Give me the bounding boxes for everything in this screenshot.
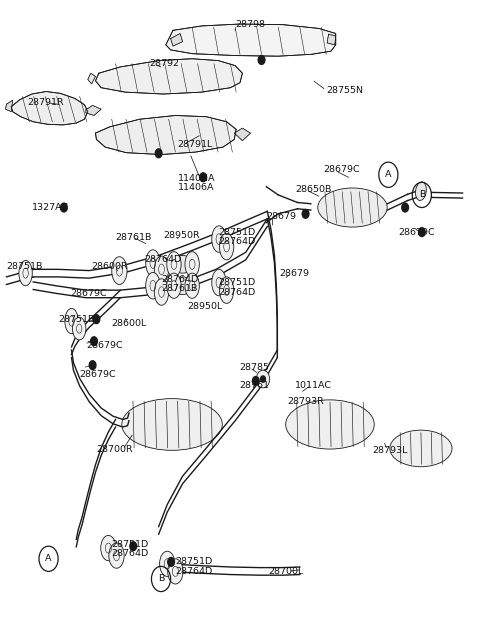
- Ellipse shape: [171, 277, 193, 295]
- Text: 28792: 28792: [149, 59, 179, 68]
- Text: 28764D: 28764D: [144, 255, 181, 264]
- Polygon shape: [234, 128, 251, 141]
- Text: 28679C: 28679C: [70, 289, 107, 298]
- Text: 1011AC: 1011AC: [295, 381, 332, 390]
- Text: 28793R: 28793R: [287, 397, 324, 406]
- Text: 28764D: 28764D: [112, 549, 149, 558]
- Text: B: B: [158, 574, 164, 583]
- Text: 28950L: 28950L: [187, 302, 223, 311]
- Text: 28751D: 28751D: [175, 557, 213, 566]
- Ellipse shape: [101, 535, 116, 561]
- Ellipse shape: [390, 430, 452, 466]
- Polygon shape: [88, 73, 96, 84]
- Circle shape: [93, 315, 100, 324]
- Text: 28791R: 28791R: [27, 99, 64, 107]
- Text: 1140NA: 1140NA: [178, 174, 216, 183]
- Text: 28751B: 28751B: [6, 262, 43, 271]
- Circle shape: [419, 228, 425, 236]
- Ellipse shape: [286, 400, 374, 449]
- Polygon shape: [11, 92, 88, 125]
- Text: 28679C: 28679C: [398, 228, 434, 237]
- Text: 28650B: 28650B: [295, 185, 331, 195]
- Ellipse shape: [109, 543, 124, 568]
- Circle shape: [130, 542, 137, 550]
- Ellipse shape: [171, 255, 193, 273]
- Circle shape: [156, 149, 162, 158]
- Text: 28761B: 28761B: [161, 284, 197, 293]
- Text: B: B: [419, 190, 425, 200]
- Ellipse shape: [72, 317, 86, 340]
- Text: 28679: 28679: [266, 212, 296, 221]
- Ellipse shape: [19, 260, 32, 286]
- Text: 28679C: 28679C: [80, 370, 116, 379]
- Text: 28950R: 28950R: [163, 231, 200, 240]
- Circle shape: [252, 377, 259, 386]
- Ellipse shape: [155, 256, 168, 283]
- Polygon shape: [166, 24, 336, 56]
- Text: 28764D: 28764D: [175, 567, 213, 576]
- Ellipse shape: [212, 226, 226, 252]
- Circle shape: [258, 56, 265, 64]
- Text: 28751D: 28751D: [218, 278, 256, 287]
- Circle shape: [200, 173, 206, 181]
- Text: 28679C: 28679C: [86, 341, 122, 350]
- Text: 28798: 28798: [235, 20, 265, 28]
- Ellipse shape: [155, 279, 168, 305]
- Text: 28751D: 28751D: [112, 540, 149, 549]
- Text: 28679C: 28679C: [324, 165, 360, 174]
- Circle shape: [168, 557, 174, 566]
- Text: 28755N: 28755N: [326, 86, 363, 95]
- Ellipse shape: [185, 252, 199, 277]
- Text: 28761: 28761: [239, 381, 269, 390]
- Circle shape: [89, 361, 96, 370]
- Circle shape: [256, 370, 270, 388]
- Polygon shape: [5, 100, 12, 112]
- Ellipse shape: [219, 277, 234, 303]
- Ellipse shape: [185, 273, 199, 298]
- Text: 28761B: 28761B: [116, 233, 152, 241]
- Text: 28679: 28679: [279, 269, 309, 277]
- Text: 1327AC: 1327AC: [32, 203, 69, 212]
- Text: 28764D: 28764D: [218, 288, 256, 296]
- Text: A: A: [45, 554, 52, 563]
- Ellipse shape: [168, 559, 183, 584]
- Ellipse shape: [146, 272, 160, 299]
- Polygon shape: [327, 34, 336, 45]
- Circle shape: [91, 337, 97, 346]
- Polygon shape: [86, 106, 101, 116]
- Polygon shape: [96, 116, 236, 155]
- Ellipse shape: [112, 257, 127, 284]
- Text: 28600L: 28600L: [112, 319, 147, 328]
- Text: A: A: [385, 170, 392, 179]
- Ellipse shape: [167, 252, 181, 277]
- Text: 28764D: 28764D: [161, 275, 198, 284]
- Text: 11406A: 11406A: [178, 183, 214, 193]
- Ellipse shape: [318, 188, 387, 227]
- Text: 28700R: 28700R: [96, 445, 133, 454]
- Text: 28793L: 28793L: [372, 446, 408, 455]
- Circle shape: [261, 376, 265, 382]
- Text: 28791L: 28791L: [178, 140, 213, 149]
- Ellipse shape: [416, 182, 426, 200]
- Text: 28751D: 28751D: [218, 228, 256, 237]
- Ellipse shape: [219, 233, 234, 260]
- Circle shape: [302, 209, 309, 218]
- Text: 28600R: 28600R: [92, 262, 128, 271]
- Circle shape: [402, 203, 408, 212]
- Text: 28751B: 28751B: [58, 315, 95, 324]
- Text: 28700L: 28700L: [269, 567, 304, 576]
- Polygon shape: [96, 59, 242, 94]
- Ellipse shape: [146, 250, 160, 276]
- Text: 28785: 28785: [239, 363, 269, 372]
- Circle shape: [60, 203, 67, 212]
- Ellipse shape: [122, 399, 222, 451]
- Polygon shape: [170, 33, 182, 46]
- Ellipse shape: [159, 551, 175, 576]
- Ellipse shape: [212, 269, 226, 296]
- Ellipse shape: [167, 273, 181, 298]
- Ellipse shape: [65, 308, 78, 334]
- Text: 28764D: 28764D: [218, 237, 256, 246]
